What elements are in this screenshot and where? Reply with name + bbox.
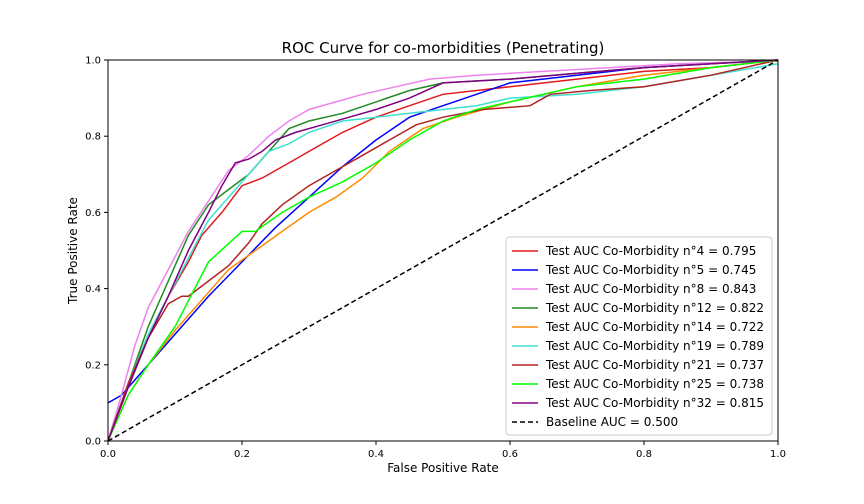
y-tick-label: 0.2: [85, 360, 101, 371]
y-tick-label: 0.4: [85, 284, 101, 295]
series-line-6: [107, 59, 779, 442]
legend-entry: Test AUC Co-Morbidity n°21 = 0.737: [545, 358, 764, 372]
series-line-5: [107, 63, 779, 442]
x-tick-label: 0.0: [100, 449, 116, 460]
series-line-7: [107, 59, 779, 442]
x-axis: 0.0 0.2 0.4 0.6 0.8 1.0: [100, 441, 786, 460]
legend-entry: Test AUC Co-Morbidity n°4 = 0.795: [545, 244, 756, 258]
series-line-2: [107, 59, 779, 442]
plot-frame: [107, 59, 779, 442]
legend-entry: Test AUC Co-Morbidity n°32 = 0.815: [545, 396, 764, 410]
x-tick-label: 0.6: [502, 449, 518, 460]
y-tick-label: 0.6: [85, 208, 101, 219]
legend-entry: Baseline AUC = 0.500: [546, 415, 678, 429]
y-tick-label: 1.0: [85, 56, 101, 67]
x-tick-label: 1.0: [770, 449, 786, 460]
series-line-9: [107, 59, 779, 442]
y-axis: 0.0 0.2 0.4 0.6 0.8 1.0: [85, 56, 108, 448]
plot-lines: [107, 59, 779, 442]
y-tick-label: 0.0: [85, 437, 101, 448]
legend-entry: Test AUC Co-Morbidity n°12 = 0.822: [545, 301, 764, 315]
legend-entry: Test AUC Co-Morbidity n°25 = 0.738: [545, 377, 764, 391]
legend: Test AUC Co-Morbidity n°4 = 0.795 Test AU…: [505, 236, 773, 436]
x-axis-label: False Positive Rate: [387, 461, 499, 475]
series-line-8: [107, 59, 779, 442]
y-axis-label: True Positive Rate: [66, 197, 80, 305]
series-line-0: [107, 59, 779, 442]
x-tick-label: 0.4: [368, 449, 384, 460]
chart-title: ROC Curve for co-morbidities (Penetratin…: [282, 39, 605, 57]
legend-entry: Test AUC Co-Morbidity n°5 = 0.745: [545, 263, 756, 277]
legend-entry: Test AUC Co-Morbidity n°19 = 0.789: [545, 339, 764, 353]
legend-box: [505, 236, 773, 436]
x-tick-label: 0.8: [636, 449, 652, 460]
y-tick-label: 0.8: [85, 132, 101, 143]
x-tick-label: 0.2: [234, 449, 250, 460]
legend-entry: Test AUC Co-Morbidity n°14 = 0.722: [545, 320, 764, 334]
legend-entry: Test AUC Co-Morbidity n°8 = 0.843: [545, 282, 756, 296]
